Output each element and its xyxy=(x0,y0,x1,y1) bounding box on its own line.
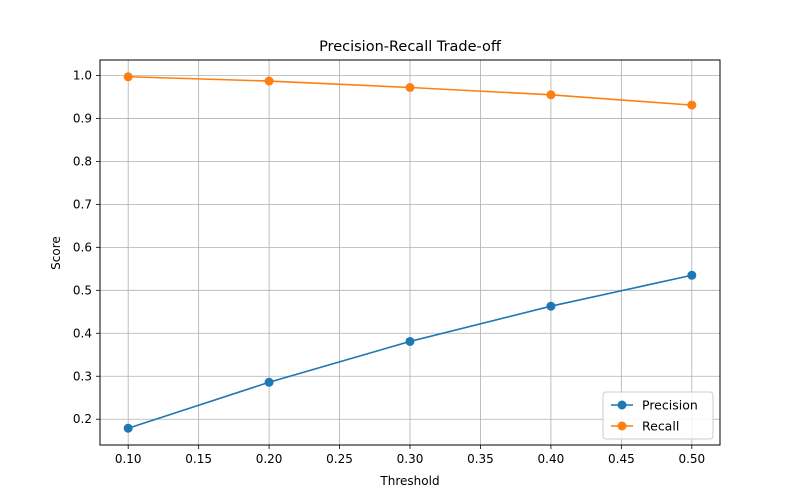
y-axis-label: Score xyxy=(49,236,63,270)
x-tick-label: 0.40 xyxy=(538,452,565,466)
legend-recall-label: Recall xyxy=(642,419,679,434)
x-tick-label: 0.20 xyxy=(256,452,283,466)
y-tick-label: 0.9 xyxy=(73,111,92,125)
recall-point xyxy=(264,76,274,86)
recall-point xyxy=(405,83,415,92)
legend: Precision Recall xyxy=(602,391,714,440)
legend-recall-marker xyxy=(617,421,627,431)
precision-point xyxy=(546,301,556,311)
x-tick-label: 0.35 xyxy=(467,452,494,466)
y-tick-label: 0.8 xyxy=(73,154,92,168)
y-tick-label: 1.0 xyxy=(73,68,92,82)
x-tick-label: 0.10 xyxy=(115,452,142,466)
axis-ticks: 0.10 0.15 0.20 0.25 0.30 0.35 0.40 0.45 0.50 0.2 0… xyxy=(73,68,705,466)
chart-title: Precision-Recall Trade-off xyxy=(319,39,502,55)
y-tick-label: 0.5 xyxy=(73,283,92,297)
legend-precision-label: Precision xyxy=(642,398,698,413)
recall-point xyxy=(687,100,697,110)
recall-point xyxy=(546,90,556,100)
legend-precision-marker xyxy=(617,400,627,410)
precision-point xyxy=(687,270,697,280)
series-layer xyxy=(123,72,697,433)
precision-point xyxy=(264,377,274,387)
y-tick-label: 0.3 xyxy=(73,369,92,383)
x-tick-label: 0.45 xyxy=(608,452,635,466)
x-axis-label: Threshold xyxy=(379,474,439,488)
x-tick-label: 0.25 xyxy=(326,452,353,466)
x-tick-label: 0.30 xyxy=(397,452,424,466)
y-tick-label: 0.4 xyxy=(73,326,92,340)
legend-box xyxy=(602,391,714,440)
precision-point xyxy=(405,336,415,346)
y-tick-label: 0.2 xyxy=(73,412,92,426)
y-tick-label: 0.6 xyxy=(73,240,92,254)
grid-lines xyxy=(100,60,720,445)
x-tick-label: 0.50 xyxy=(678,452,705,466)
x-tick-label: 0.15 xyxy=(185,452,212,466)
y-tick-label: 0.7 xyxy=(73,197,92,211)
precision-point xyxy=(123,423,133,433)
recall-point xyxy=(123,72,133,82)
